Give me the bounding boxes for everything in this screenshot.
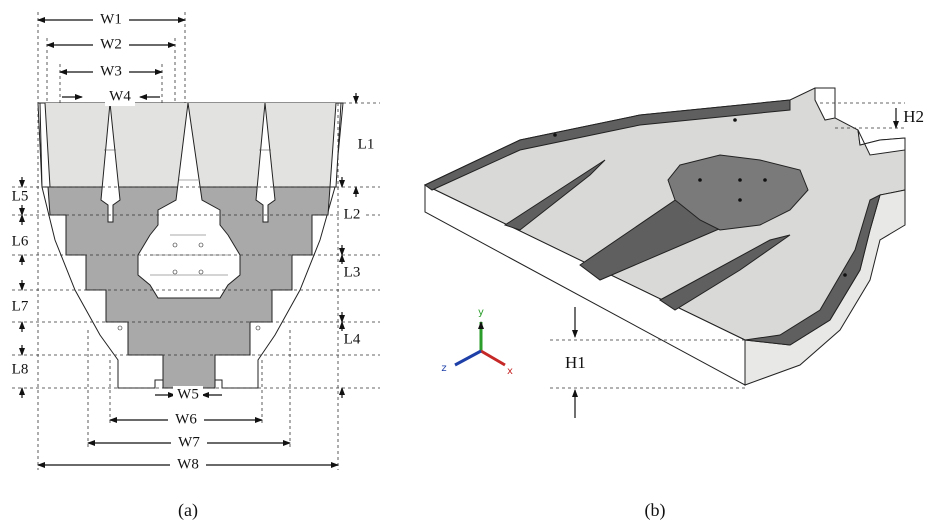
width-label: W3 — [100, 63, 122, 79]
panel-b-caption: (b) — [645, 500, 666, 521]
figure: W1 W2 W3 W4 W5 W6 W7 W8 L1 L2 L3 L4 L5 L6 L7 L8 (a) — [0, 0, 926, 532]
length-label: L5 — [12, 188, 29, 204]
height-label: H2 — [903, 107, 924, 126]
panel-b-drawing — [425, 88, 905, 418]
length-label: L1 — [358, 136, 375, 152]
length-label: L6 — [12, 233, 29, 249]
length-label: L8 — [12, 361, 29, 377]
width-label: W8 — [177, 456, 199, 472]
length-label: L2 — [344, 206, 361, 222]
length-label: L3 — [344, 264, 361, 280]
width-label: W6 — [175, 411, 197, 427]
length-label: L7 — [12, 298, 29, 314]
width-label: W5 — [177, 386, 199, 402]
axis-label: x — [507, 366, 513, 377]
width-label: W1 — [100, 11, 122, 27]
width-label: W7 — [178, 434, 200, 450]
length-label: L4 — [344, 331, 361, 347]
width-label: W4 — [109, 88, 131, 104]
height-label: H1 — [565, 353, 586, 372]
axis-label: y — [478, 307, 484, 318]
panel-a-caption: (a) — [178, 500, 198, 521]
width-label: W2 — [100, 36, 122, 52]
axis-label: z — [441, 363, 446, 374]
